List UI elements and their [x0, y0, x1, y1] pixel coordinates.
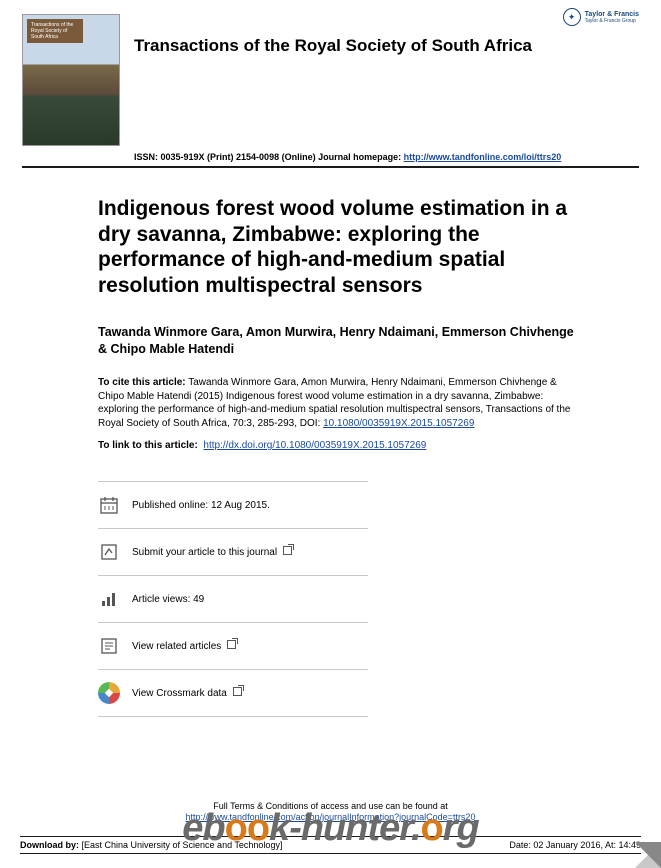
publisher-badge: ✦ Taylor & Francis Taylor & Francis Grou…	[563, 8, 639, 26]
meta-related-text: View related articles	[132, 641, 221, 652]
external-link-icon	[233, 687, 242, 696]
journal-homepage-link[interactable]: http://www.tandfonline.com/loi/ttrs20	[404, 152, 562, 162]
publisher-name: Taylor & Francis	[585, 11, 639, 18]
download-label: Download by:	[20, 840, 79, 850]
cover-title: Transactions of the Royal Society of Sou…	[27, 19, 83, 43]
link-line: To link to this article: http://dx.doi.o…	[98, 440, 578, 451]
article-meta-list: Published online: 12 Aug 2015. Submit yo…	[98, 481, 368, 717]
meta-related-row[interactable]: View related articles	[98, 623, 368, 670]
download-date: Date: 02 January 2016, At: 14:49	[509, 840, 641, 850]
citation-block: To cite this article: Tawanda Winmore Ga…	[98, 376, 578, 430]
publisher-subline: Taylor & Francis Group	[585, 18, 639, 24]
journal-title: Transactions of the Royal Society of Sou…	[134, 36, 639, 56]
meta-crossmark-text: View Crossmark data	[132, 688, 227, 699]
watermark-part1: eb	[182, 807, 224, 849]
crossmark-icon	[98, 682, 120, 704]
external-link-icon	[283, 546, 292, 555]
issn-text: ISSN: 0035-919X (Print) 2154-0098 (Onlin…	[134, 152, 404, 162]
meta-submit-text: Submit your article to this journal	[132, 547, 277, 558]
watermark-part2: k-hunter.	[269, 807, 420, 849]
watermark: ebook-hunter.org	[182, 807, 478, 850]
article-link[interactable]: http://dx.doi.org/10.1080/0035919X.2015.…	[203, 440, 426, 451]
watermark-part3: rg	[443, 807, 479, 849]
issn-line: ISSN: 0035-919X (Print) 2154-0098 (Onlin…	[134, 152, 639, 162]
link-label: To link to this article:	[98, 440, 198, 451]
meta-submit-row[interactable]: Submit your article to this journal	[98, 529, 368, 576]
submit-icon	[98, 541, 120, 563]
journal-cover-thumbnail: Transactions of the Royal Society of Sou…	[22, 14, 120, 146]
publisher-logo-icon: ✦	[563, 8, 581, 26]
header-divider	[22, 166, 639, 168]
meta-views-text: Article views: 49	[132, 594, 204, 605]
meta-published-row: Published online: 12 Aug 2015.	[98, 481, 368, 529]
meta-views-row: Article views: 49	[98, 576, 368, 623]
meta-published-text: Published online: 12 Aug 2015.	[132, 500, 270, 511]
article-title: Indigenous forest wood volume estimation…	[98, 196, 578, 298]
calendar-icon	[98, 494, 120, 516]
page-curl-icon	[635, 842, 661, 868]
external-link-icon	[227, 640, 236, 649]
article-authors: Tawanda Winmore Gara, Amon Murwira, Henr…	[98, 324, 578, 358]
citation-label: To cite this article:	[98, 377, 186, 388]
cover-right-text: UNISA	[103, 137, 115, 142]
meta-crossmark-row[interactable]: View Crossmark data	[98, 670, 368, 717]
citation-doi-link[interactable]: 10.1080/0035919X.2015.1057269	[323, 418, 474, 429]
views-icon	[98, 588, 120, 610]
related-icon	[98, 635, 120, 657]
